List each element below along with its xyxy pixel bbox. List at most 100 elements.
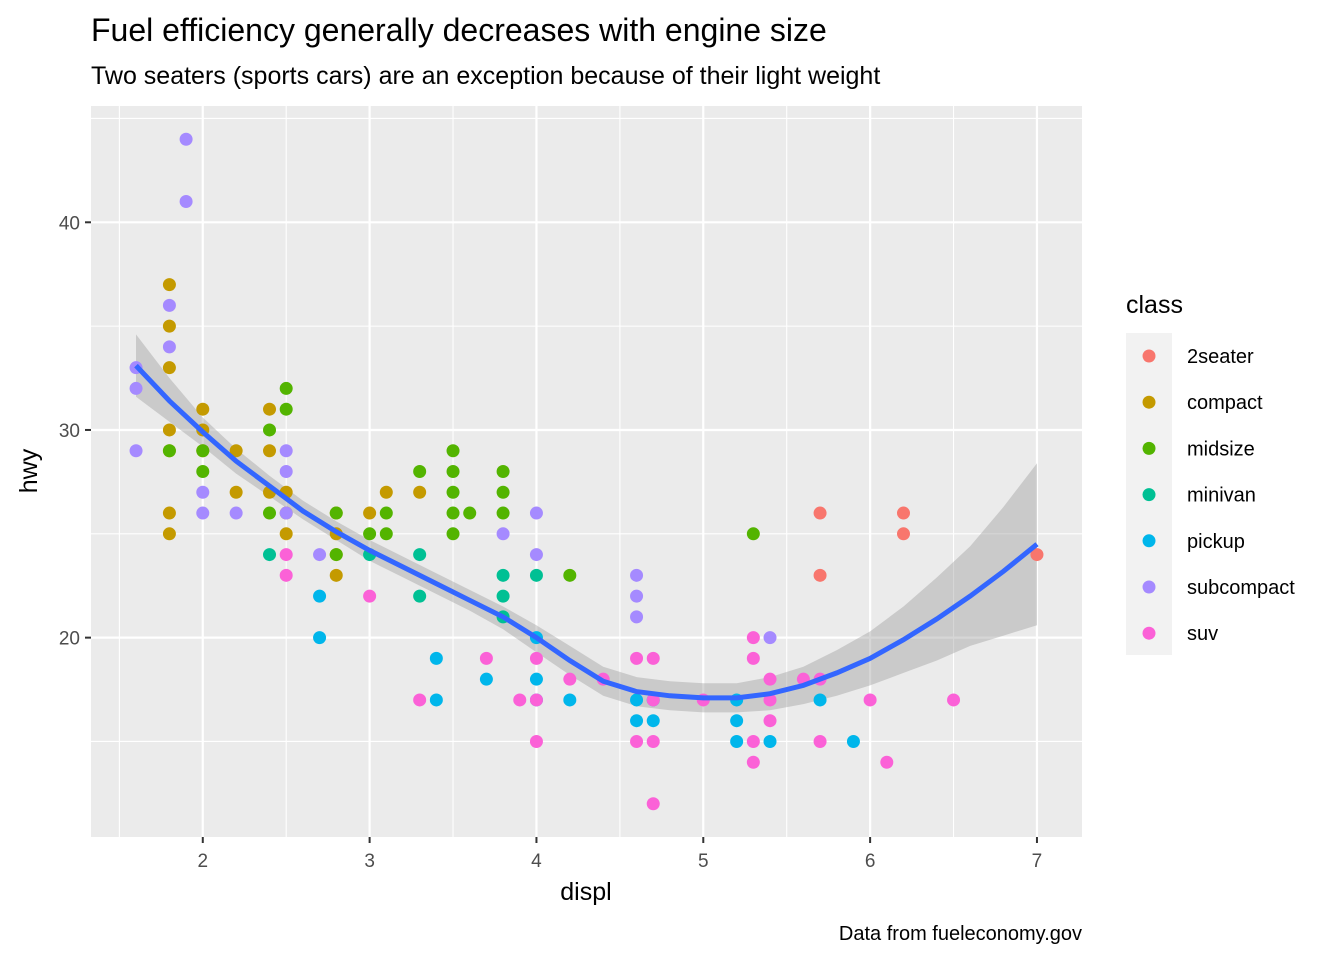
series-subcompact [129, 132, 777, 645]
point-compact [229, 444, 243, 458]
point-suv [863, 693, 877, 707]
x-axis: 2 3 4 5 6 7 [197, 837, 1042, 872]
x-tick-label: 3 [364, 851, 375, 872]
point-2seater [813, 506, 827, 520]
point-suv [529, 651, 543, 665]
legend-label: suv [1187, 623, 1218, 645]
point-suv [746, 631, 760, 645]
data-points [129, 132, 1044, 811]
point-midsize [329, 548, 343, 562]
chart-caption: Data from fueleconomy.gov [839, 923, 1082, 945]
point-pickup [730, 734, 744, 748]
point-midsize [446, 527, 460, 541]
point-subcompact [179, 195, 193, 209]
point-suv [646, 651, 660, 665]
point-subcompact [529, 548, 543, 562]
point-midsize [446, 506, 460, 520]
y-tick-label: 30 [59, 421, 80, 442]
point-midsize [463, 506, 477, 520]
point-compact [229, 485, 243, 499]
point-suv [813, 734, 827, 748]
x-tick-label: 2 [197, 851, 208, 872]
point-suv [529, 693, 543, 707]
point-suv [413, 693, 427, 707]
point-suv [630, 651, 644, 665]
point-subcompact [630, 568, 644, 582]
point-minivan [496, 589, 510, 603]
point-pickup [630, 693, 644, 707]
point-suv [363, 589, 377, 603]
legend-key-2seater [1142, 349, 1156, 363]
point-compact [162, 527, 176, 541]
point-midsize [279, 402, 293, 416]
chart-title: Fuel efficiency generally decreases with… [91, 12, 827, 48]
point-suv [746, 734, 760, 748]
point-subcompact [196, 485, 210, 499]
point-midsize [363, 527, 377, 541]
point-suv [646, 734, 660, 748]
point-compact [329, 568, 343, 582]
point-suv [479, 651, 493, 665]
point-pickup [313, 631, 327, 645]
point-suv [763, 672, 777, 686]
point-minivan [529, 568, 543, 582]
point-midsize [413, 465, 427, 478]
point-subcompact [179, 132, 193, 146]
point-suv [563, 672, 577, 686]
x-tick-label: 6 [865, 851, 876, 872]
point-minivan [263, 548, 277, 562]
point-midsize [279, 381, 293, 395]
point-pickup [646, 714, 660, 728]
legend-key-minivan [1142, 488, 1156, 502]
point-pickup [630, 714, 644, 728]
point-midsize [263, 506, 277, 520]
point-pickup [429, 651, 443, 665]
legend-item-subcompact: subcompact [1142, 577, 1295, 599]
point-midsize [379, 506, 393, 520]
legend-label: minivan [1187, 485, 1256, 507]
legend-label: subcompact [1187, 577, 1295, 599]
point-midsize [496, 506, 510, 520]
legend-key-pickup [1142, 534, 1156, 548]
x-tick-label: 7 [1032, 851, 1043, 872]
x-tick-label: 5 [698, 851, 709, 872]
point-midsize [746, 527, 760, 541]
legend-item-compact: compact [1142, 392, 1263, 414]
point-pickup [563, 693, 577, 707]
point-subcompact [229, 506, 243, 520]
point-suv [880, 755, 894, 769]
point-midsize [196, 444, 210, 458]
point-subcompact [763, 631, 777, 645]
point-midsize [446, 485, 460, 499]
legend-item-pickup: pickup [1142, 531, 1245, 553]
point-subcompact [279, 444, 293, 458]
legend-item-minivan: minivan [1142, 485, 1256, 507]
point-midsize [446, 465, 460, 478]
point-pickup [846, 734, 860, 748]
point-subcompact [630, 589, 644, 603]
legend: class 2seater compact midsize minivan pickup… [1126, 291, 1295, 655]
point-minivan [496, 568, 510, 582]
point-suv [947, 693, 961, 707]
point-subcompact [279, 506, 293, 520]
point-compact [162, 278, 176, 292]
point-minivan [413, 548, 427, 562]
point-subcompact [496, 527, 510, 541]
y-tick-label: 40 [59, 213, 80, 234]
legend-label: 2seater [1187, 346, 1254, 368]
point-suv [279, 568, 293, 582]
point-suv [763, 693, 777, 707]
point-compact [162, 361, 176, 375]
legend-key-midsize [1142, 441, 1156, 455]
legend-label: compact [1187, 392, 1263, 414]
point-compact [279, 527, 293, 541]
point-pickup [529, 672, 543, 686]
series-suv [279, 548, 961, 811]
point-compact [379, 485, 393, 499]
legend-item-suv: suv [1142, 623, 1218, 645]
point-subcompact [129, 381, 143, 395]
legend-key-subcompact [1142, 580, 1156, 594]
legend-item-midsize: midsize [1142, 438, 1255, 460]
chart-subtitle: Two seaters (sports cars) are an excepti… [91, 62, 880, 90]
